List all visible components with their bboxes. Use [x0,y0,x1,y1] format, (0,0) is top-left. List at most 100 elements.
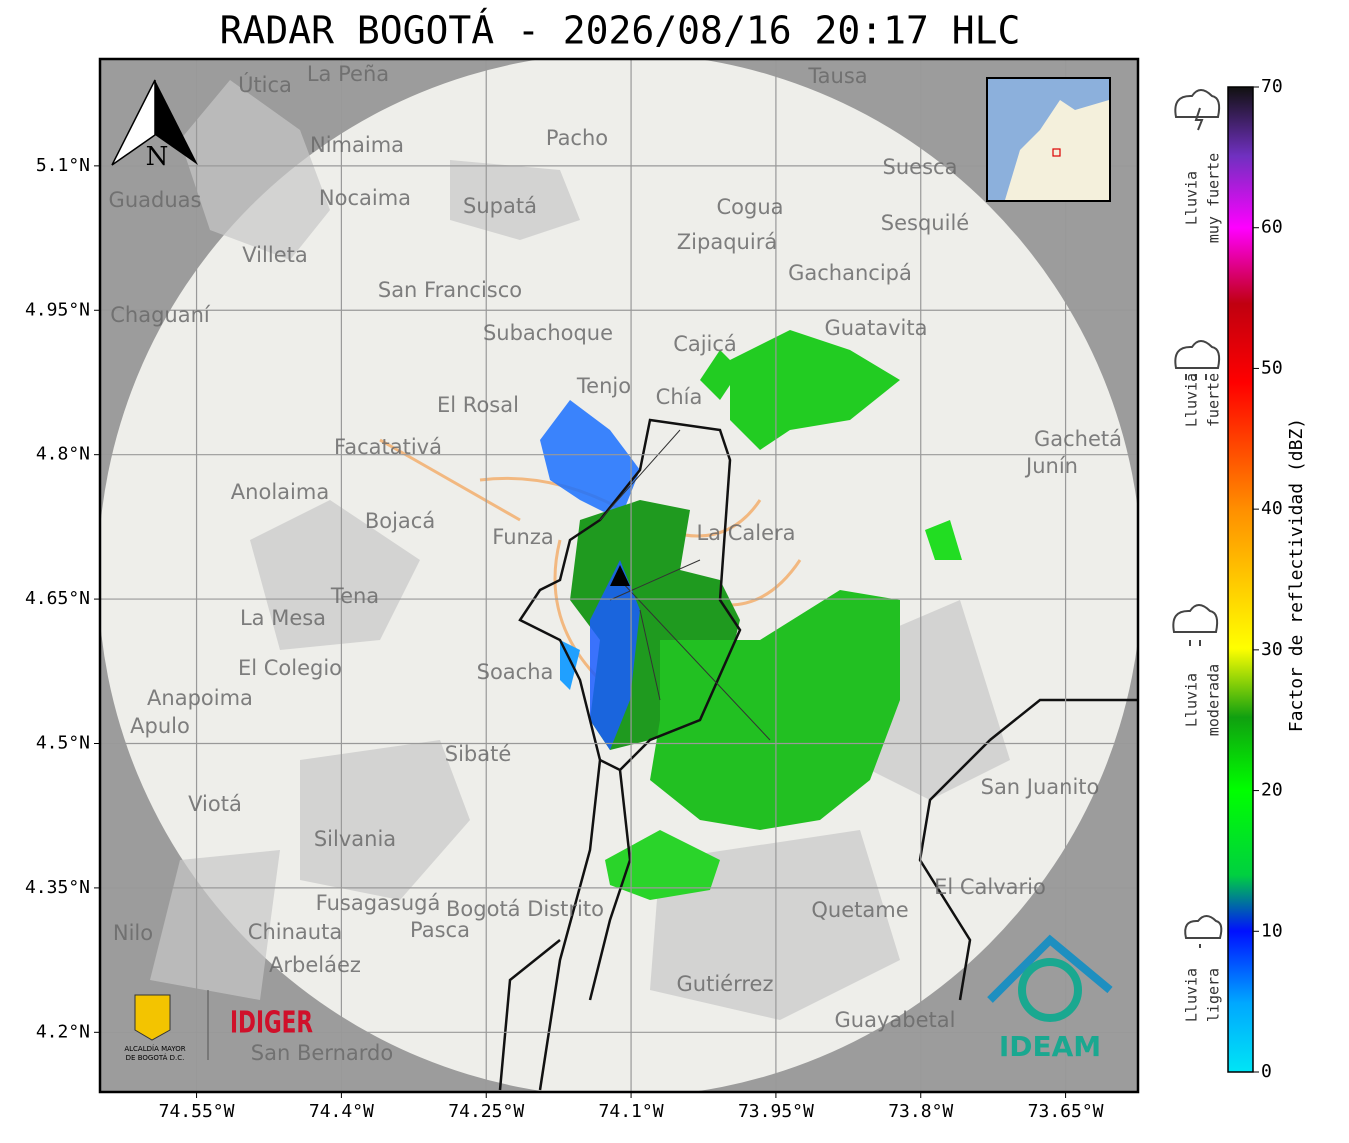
y-tick-label: 4.65°N [25,588,90,609]
place-label: San Francisco [378,278,522,302]
grid [100,59,1138,1092]
alcaldia-line: ALCALDÍA MAYOR [124,1044,185,1053]
place-label: Chaguaní [110,303,211,327]
cloud-icons [1172,89,1223,948]
place-label: El Calvario [934,875,1046,899]
place-label: Chía [656,385,703,409]
place-label: Supatá [463,194,537,218]
place-label: Bogotá Distrito [446,897,604,921]
x-tick-label: 74.1°W [599,1101,664,1122]
rain-class-label: moderada [1205,664,1223,736]
inset-map [986,77,1111,202]
place-label: Silvania [314,827,396,851]
x-tick-label: 74.55°W [159,1101,235,1122]
place-label: Suesca [883,155,958,179]
place-label: Funza [492,525,553,549]
place-label: Nimaima [310,133,404,157]
place-label: Sibaté [445,742,512,766]
rain-class-label: Lluvia [1183,968,1201,1022]
place-label: Cogua [716,195,783,219]
title: RADAR BOGOTÁ - 2026/08/16 20:17 HLC [220,9,1021,53]
place-label: Tena [330,584,379,608]
place-label: Viotá [188,792,242,816]
rain-class-label: Lluvia [1183,373,1201,427]
y-tick-label: 5.1°N [36,155,90,176]
alcaldia-logo: ALCALDÍA MAYOR DE BOGOTÁ D.C. IDIGER [124,990,313,1062]
place-label: La Peña [307,62,389,86]
x-tick-label: 74.4°W [309,1101,374,1122]
place-label: Fusagasugá [316,891,441,915]
place-label: Subachoque [483,321,613,345]
radar-site [610,565,630,586]
place-label: La Calera [696,521,795,545]
place-label: Útica [238,72,292,97]
place-label: Anolaima [231,480,329,504]
x-tick-label: 73.65°W [1028,1101,1104,1122]
place-label: Chinauta [248,920,342,944]
colorbar-tick-label: 20 [1261,780,1283,801]
colorbar-tick-label: 40 [1261,498,1283,519]
radar-echoes [540,330,962,900]
rain-class-label: Lluvia [1183,171,1201,225]
place-label: Bojacá [365,509,435,533]
place-label: Gachetá [1034,427,1122,451]
colorbar-tick-label: 70 [1261,76,1283,97]
ideam-logo: IDEAM [987,934,1113,1063]
place-label: Nilo [113,921,153,945]
colorbar-label: Factor de reflectividad (dBZ) [1286,418,1307,732]
place-label: La Mesa [240,606,326,630]
ideam-text: IDEAM [999,1030,1101,1063]
places: La Peña Útica Tausa Pacho Nimaima Guaduas Noca… [109,62,1122,1065]
place-label: Apulo [130,714,190,738]
place-label: Junín [1024,454,1078,478]
rain-class-label: ligera [1205,968,1223,1022]
rain-class-label: muy fuerte [1205,153,1223,243]
rain-class-label: Lluvia [1183,673,1201,727]
place-label: Tausa [807,64,867,88]
north-arrow: N [111,79,198,172]
colorbar-tick-label: 30 [1261,639,1283,660]
place-label: Guaduas [109,188,202,212]
place-label: Cajicá [673,332,737,356]
place-label: Pasca [410,918,470,942]
colorbar-tick-label: 60 [1261,217,1283,238]
x-tick-label: 73.95°W [738,1101,814,1122]
place-label: Sesquilé [881,211,969,235]
place-label: Arbeláez [269,953,361,977]
y-tick-label: 4.95°N [25,299,90,320]
place-label: Gachancipá [788,261,912,285]
x-tick-label: 74.25°W [448,1101,524,1122]
place-label: Guatavita [825,316,928,340]
x-tick-label: 73.8°W [888,1101,953,1122]
colorbar-tick-label: 50 [1261,357,1283,378]
boundaries [498,418,1138,1091]
alcaldia-line: DE BOGOTÁ D.C. [126,1053,185,1062]
place-label: Guayabetal [835,1008,956,1032]
place-label: Tenjo [576,374,631,398]
map-area: La Peña Útica Tausa Pacho Nimaima Guaduas Noca… [100,59,1138,1092]
axes: 74.55°W 74.4°W 74.25°W 74.1°W 73.95°W 73.8°W 7… [25,155,1104,1122]
place-label: Zipaquirá [677,230,777,254]
colorbar-tick-label: 10 [1261,920,1283,941]
colorbar [1227,86,1254,1073]
place-label: Facatativá [334,435,442,459]
colorbar-tick-label: 0 [1261,1061,1272,1082]
place-label: Anapoima [147,686,253,710]
y-tick-label: 4.8°N [36,444,90,465]
terrain [150,80,1010,1020]
place-label: El Rosal [437,393,519,417]
rain-class-label: fuerte [1205,373,1223,427]
y-tick-label: 4.35°N [25,877,90,898]
place-label: Quetame [811,898,908,922]
y-tick-label: 4.5°N [36,732,90,753]
place-label: Villeta [242,243,307,267]
north-label: N [146,142,169,172]
place-label: San Juanito [981,775,1100,799]
y-tick-label: 4.2°N [36,1021,90,1042]
place-label: Pacho [546,126,608,150]
place-label: Gutiérrez [677,972,774,996]
